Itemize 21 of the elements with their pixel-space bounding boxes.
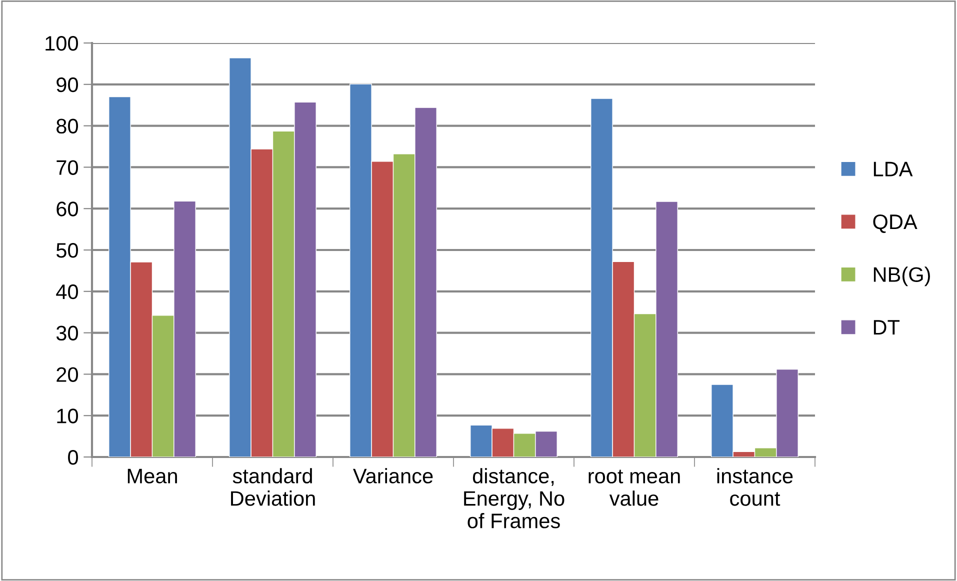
x-tick-label: root mean value — [588, 470, 680, 506]
legend-label: LDA — [874, 162, 913, 176]
x-tick-label: Variance — [353, 468, 433, 484]
y-tick-label: 70 — [56, 160, 78, 175]
y-tick-label: 10 — [57, 408, 78, 424]
y-tick-label: 20 — [56, 367, 78, 382]
x-tick-label: Mean — [128, 468, 177, 484]
legend-label: DT — [874, 320, 900, 335]
x-tick-label: instance count — [717, 468, 793, 506]
y-tick-label: 30 — [56, 326, 78, 341]
y-tick-label: 50 — [56, 243, 78, 258]
x-tick-label: distance, Energy, No of Frames — [464, 468, 564, 528]
y-tick-label: 0 — [68, 450, 78, 465]
legend-label: QDA — [873, 214, 918, 233]
y-tick-label: 100 — [46, 36, 78, 51]
legend-label: NB(G) — [874, 266, 930, 286]
y-tick-label: 40 — [56, 284, 78, 300]
x-tick-label: standard Deviation — [231, 468, 315, 506]
y-tick-label: 60 — [56, 202, 78, 216]
y-tick-label: 90 — [56, 77, 78, 92]
y-tick-label: 80 — [56, 118, 78, 134]
